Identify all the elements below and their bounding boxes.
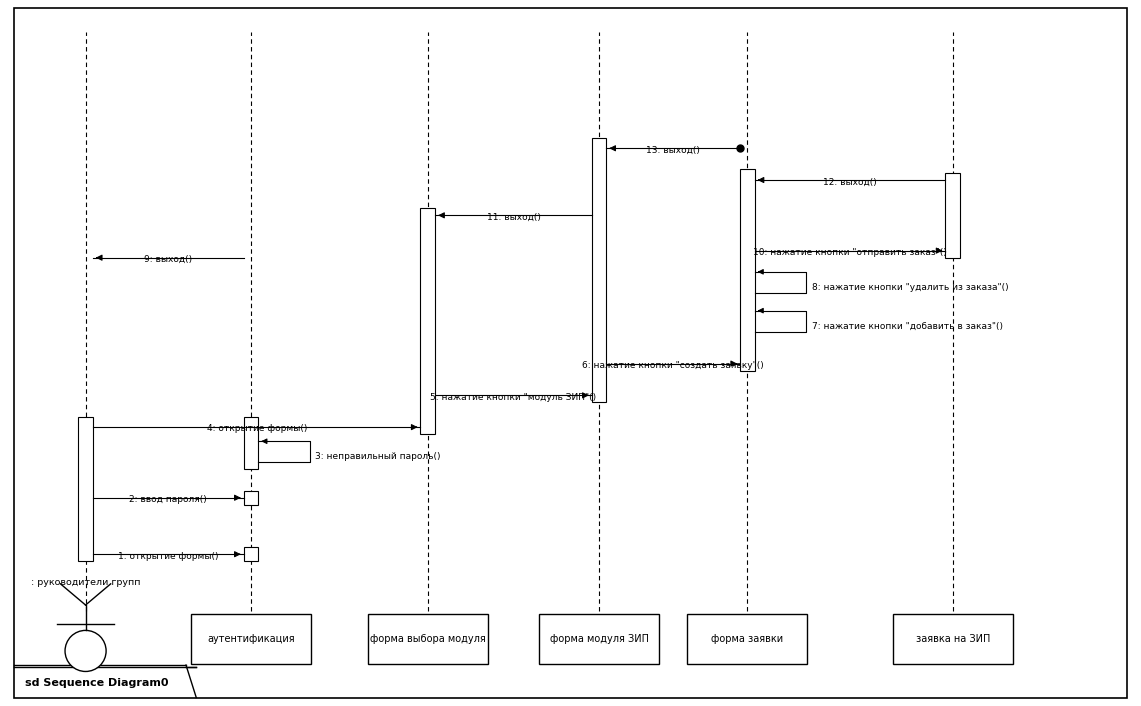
FancyBboxPatch shape: [945, 173, 961, 258]
Text: 10: нажатие кнопки "отправить заказ"(): 10: нажатие кнопки "отправить заказ"(): [753, 248, 947, 257]
Text: форма заявки: форма заявки: [711, 634, 784, 644]
Text: 4: открытие формы(): 4: открытие формы(): [207, 424, 307, 433]
FancyBboxPatch shape: [540, 614, 659, 664]
FancyBboxPatch shape: [192, 614, 310, 664]
FancyBboxPatch shape: [592, 138, 607, 402]
FancyBboxPatch shape: [741, 169, 755, 371]
Text: 8: нажатие кнопки "удалить из заказа"(): 8: нажатие кнопки "удалить из заказа"(): [812, 282, 1009, 292]
Text: sd Sequence Diagram0: sd Sequence Diagram0: [25, 678, 169, 688]
FancyBboxPatch shape: [244, 491, 259, 505]
FancyBboxPatch shape: [892, 614, 1013, 664]
Ellipse shape: [65, 630, 106, 671]
FancyBboxPatch shape: [14, 8, 1127, 698]
Text: аутентификация: аутентификация: [208, 634, 294, 644]
Text: 6: нажатие кнопки "создать заявку"(): 6: нажатие кнопки "создать заявку"(): [582, 361, 764, 370]
FancyBboxPatch shape: [687, 614, 808, 664]
Text: 2: ввод пароля(): 2: ввод пароля(): [129, 495, 208, 504]
Text: форма выбора модуля: форма выбора модуля: [370, 634, 486, 644]
FancyBboxPatch shape: [78, 417, 92, 561]
FancyBboxPatch shape: [420, 208, 436, 434]
Text: : руководители групп: : руководители групп: [31, 578, 140, 587]
Text: 1: открытие формы(): 1: открытие формы(): [118, 551, 219, 561]
Text: заявка на ЗИП: заявка на ЗИП: [915, 634, 990, 644]
Text: 9: выход(): 9: выход(): [144, 255, 193, 264]
FancyBboxPatch shape: [367, 614, 488, 664]
Text: 11: выход(): 11: выход(): [486, 213, 541, 222]
Text: 5: нажатие кнопки "модуль ЗИП"(): 5: нажатие кнопки "модуль ЗИП"(): [430, 393, 597, 402]
FancyBboxPatch shape: [244, 547, 259, 561]
Text: 3: неправильный пароль(): 3: неправильный пароль(): [315, 452, 440, 461]
FancyBboxPatch shape: [244, 417, 259, 469]
Text: 12: выход(): 12: выход(): [823, 177, 877, 186]
Text: 13: выход(): 13: выход(): [646, 145, 701, 155]
Text: 7: нажатие кнопки "добавить в заказ"(): 7: нажатие кнопки "добавить в заказ"(): [812, 321, 1003, 330]
Text: форма модуля ЗИП: форма модуля ЗИП: [550, 634, 648, 644]
